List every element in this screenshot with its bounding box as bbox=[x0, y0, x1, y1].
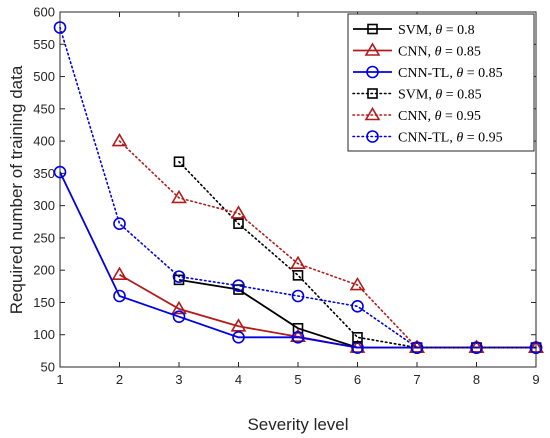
y-tick-label: 450 bbox=[33, 101, 55, 116]
legend-label-value: = 0.85 bbox=[442, 88, 481, 103]
legend-theta-symbol: θ bbox=[456, 131, 463, 146]
axis-ticks: 1 2 3 4 5 6 7 8 9 50 100 150 200 250 300 350 400 450 500 55… bbox=[33, 5, 539, 388]
x-tick-label: 1 bbox=[56, 372, 63, 387]
legend-label: SVM, θ = 0.8 bbox=[398, 23, 475, 38]
legend-label: CNN, θ = 0.85 bbox=[398, 45, 481, 60]
legend-label-value: = 0.95 bbox=[463, 131, 502, 146]
legend-label-name: CNN-TL, bbox=[398, 66, 456, 81]
x-tick-label: 7 bbox=[413, 372, 420, 387]
y-tick-label: 500 bbox=[33, 69, 55, 84]
series-5 bbox=[111, 133, 544, 353]
data-point bbox=[291, 331, 305, 344]
x-tick-label: 2 bbox=[116, 372, 123, 387]
legend-label-value: = 0.8 bbox=[442, 23, 474, 38]
data-point bbox=[291, 289, 305, 303]
data-point bbox=[349, 276, 366, 291]
y-tick-label: 50 bbox=[41, 360, 55, 375]
legend-marker bbox=[366, 130, 379, 143]
legend-label: CNN-TL, θ = 0.95 bbox=[398, 131, 503, 146]
x-tick-label: 5 bbox=[294, 372, 301, 387]
data-point bbox=[292, 270, 304, 281]
data-point bbox=[111, 133, 128, 147]
legend-label-value: = 0.95 bbox=[441, 109, 480, 124]
data-point bbox=[173, 156, 185, 168]
series-line bbox=[118, 140, 537, 349]
y-tick-label: 550 bbox=[33, 37, 55, 52]
y-axis-title: Required number of training data bbox=[7, 65, 26, 314]
legend-label-name: SVM, bbox=[398, 23, 435, 38]
legend-label: SVM, θ = 0.85 bbox=[398, 88, 482, 103]
data-point bbox=[172, 270, 186, 283]
legend-theta-symbol: θ bbox=[435, 109, 442, 124]
x-tick-label: 6 bbox=[354, 372, 361, 387]
data-point bbox=[468, 339, 485, 353]
legend-label-value: = 0.85 bbox=[463, 66, 502, 81]
data-point bbox=[409, 339, 425, 353]
legend-theta-symbol: θ bbox=[435, 23, 442, 38]
legend-label-value: = 0.85 bbox=[441, 45, 480, 60]
legend-marker bbox=[364, 42, 381, 56]
x-tick-label: 3 bbox=[175, 372, 182, 387]
series-6 bbox=[53, 21, 543, 354]
series-line bbox=[178, 160, 537, 349]
legend-label: CNN, θ = 0.95 bbox=[398, 109, 481, 124]
legend-label-name: CNN-TL, bbox=[398, 131, 456, 146]
series-layer bbox=[53, 21, 544, 354]
legend-marker bbox=[367, 23, 378, 35]
x-tick-label: 8 bbox=[473, 372, 480, 387]
data-point bbox=[53, 21, 67, 34]
data-point bbox=[230, 318, 247, 332]
legend-marker bbox=[367, 88, 378, 99]
data-point bbox=[171, 189, 187, 204]
data-point bbox=[53, 165, 67, 179]
legend-box bbox=[347, 13, 535, 152]
data-point bbox=[232, 331, 245, 344]
y-tick-label: 400 bbox=[33, 134, 55, 149]
legend-label-name: SVM, bbox=[398, 88, 435, 103]
x-tick-label: 4 bbox=[235, 372, 242, 387]
data-point bbox=[113, 289, 126, 303]
data-point bbox=[290, 328, 306, 342]
legend-theta-symbol: θ bbox=[456, 66, 463, 81]
data-point bbox=[292, 322, 304, 334]
data-point bbox=[171, 300, 187, 315]
x-tick-label: 9 bbox=[532, 372, 539, 387]
series-line bbox=[59, 26, 537, 349]
legend-label-name: CNN, bbox=[398, 45, 435, 60]
y-tick-label: 100 bbox=[33, 327, 55, 342]
data-point bbox=[233, 218, 244, 230]
legend-label: CNN-TL, θ = 0.85 bbox=[398, 66, 503, 81]
data-point bbox=[351, 300, 364, 313]
data-point bbox=[470, 341, 483, 354]
data-point bbox=[290, 255, 306, 270]
y-tick-label: 250 bbox=[33, 230, 55, 245]
data-point bbox=[352, 332, 363, 343]
data-point bbox=[410, 341, 424, 354]
legend-theta-symbol: θ bbox=[435, 45, 442, 60]
data-point bbox=[172, 310, 186, 323]
data-point bbox=[113, 217, 126, 231]
y-tick-label: 150 bbox=[33, 295, 55, 310]
x-axis-title: Severity level bbox=[247, 415, 348, 434]
legend-label-name: CNN, bbox=[398, 109, 435, 124]
legend-marker bbox=[366, 65, 379, 79]
data-point bbox=[529, 341, 543, 354]
data-point bbox=[111, 266, 128, 281]
y-tick-label: 350 bbox=[33, 166, 55, 181]
y-tick-label: 600 bbox=[33, 5, 55, 20]
y-tick-label: 300 bbox=[33, 198, 55, 213]
y-tick-label: 200 bbox=[33, 263, 55, 278]
data-point bbox=[528, 339, 544, 353]
legend-theta-symbol: θ bbox=[435, 88, 442, 103]
data-point bbox=[232, 279, 245, 292]
data-point bbox=[230, 205, 247, 219]
legend-marker bbox=[364, 106, 381, 121]
